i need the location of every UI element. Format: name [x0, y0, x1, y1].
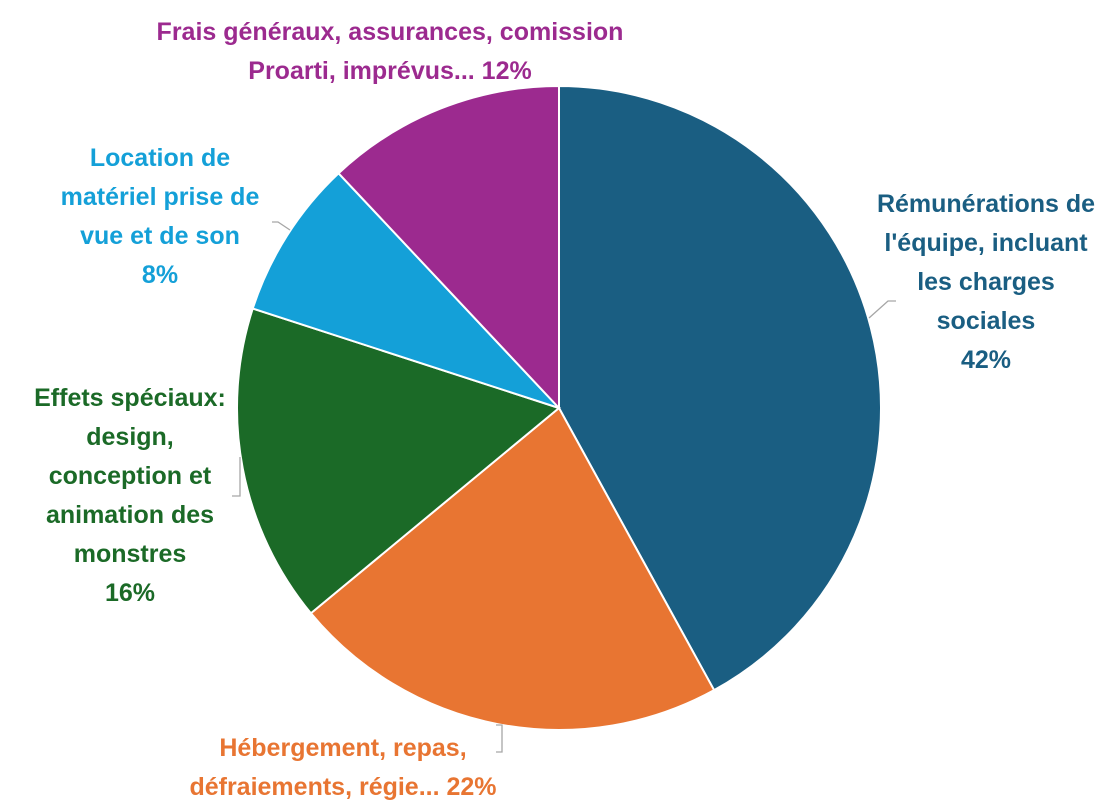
- slice-label-line: Rémunérations de: [877, 190, 1095, 218]
- slice-label-4: Frais généraux, assurances, comission Pro…: [157, 18, 624, 85]
- slice-percent: 16%: [105, 579, 155, 607]
- slice-label-line: monstres: [74, 540, 187, 568]
- slice-label-line: Proarti, imprévus... 12%: [248, 57, 531, 85]
- slice-label-line: l'équipe, incluant: [884, 229, 1088, 257]
- pie-slice-3: [251, 171, 560, 409]
- slice-label-line: animation des: [46, 501, 214, 529]
- slice-label-line: matériel prise de: [61, 183, 260, 211]
- slice-label-0: Rémunérations de l'équipe, incluant les ch…: [877, 190, 1095, 374]
- slice-label-line: design,: [86, 423, 174, 451]
- slice-labels: Rémunérations de l'équipe, incluant les ch…: [34, 18, 1095, 801]
- slice-label-line: Effets spéciaux:: [34, 384, 226, 412]
- leader-lines: [232, 221, 896, 753]
- pie-slice-0: [558, 84, 882, 692]
- leader-line-0: [868, 300, 896, 319]
- slice-label-line: vue et de son: [80, 222, 240, 250]
- slice-label-line: Frais généraux, assurances, comission: [157, 18, 624, 46]
- slice-label-line: conception et: [49, 462, 212, 490]
- slice-label-line: sociales: [937, 307, 1036, 335]
- slice-label-line: Hébergement, repas,: [219, 734, 466, 762]
- pie-slice-4: [337, 84, 560, 411]
- leader-line-3: [272, 221, 291, 231]
- pie-slice-1: [309, 406, 716, 731]
- pie-slice-2: [236, 307, 562, 615]
- slice-label-1: Hébergement, repas, défraiements, régie..…: [189, 734, 496, 801]
- slice-label-line: Location de: [90, 144, 230, 172]
- slice-label-3: Location de matériel prise de vue et de so…: [61, 144, 260, 289]
- slice-percent: 8%: [142, 261, 178, 289]
- slice-label-2: Effets spéciaux: design, conception et anim…: [34, 384, 226, 607]
- leader-line-2: [232, 457, 241, 497]
- slice-label-line: les charges: [917, 268, 1055, 296]
- slice-percent: 42%: [961, 346, 1011, 374]
- leader-line-1: [496, 724, 503, 753]
- pie-slices: [236, 84, 882, 731]
- slice-label-line: défraiements, régie... 22%: [189, 773, 496, 801]
